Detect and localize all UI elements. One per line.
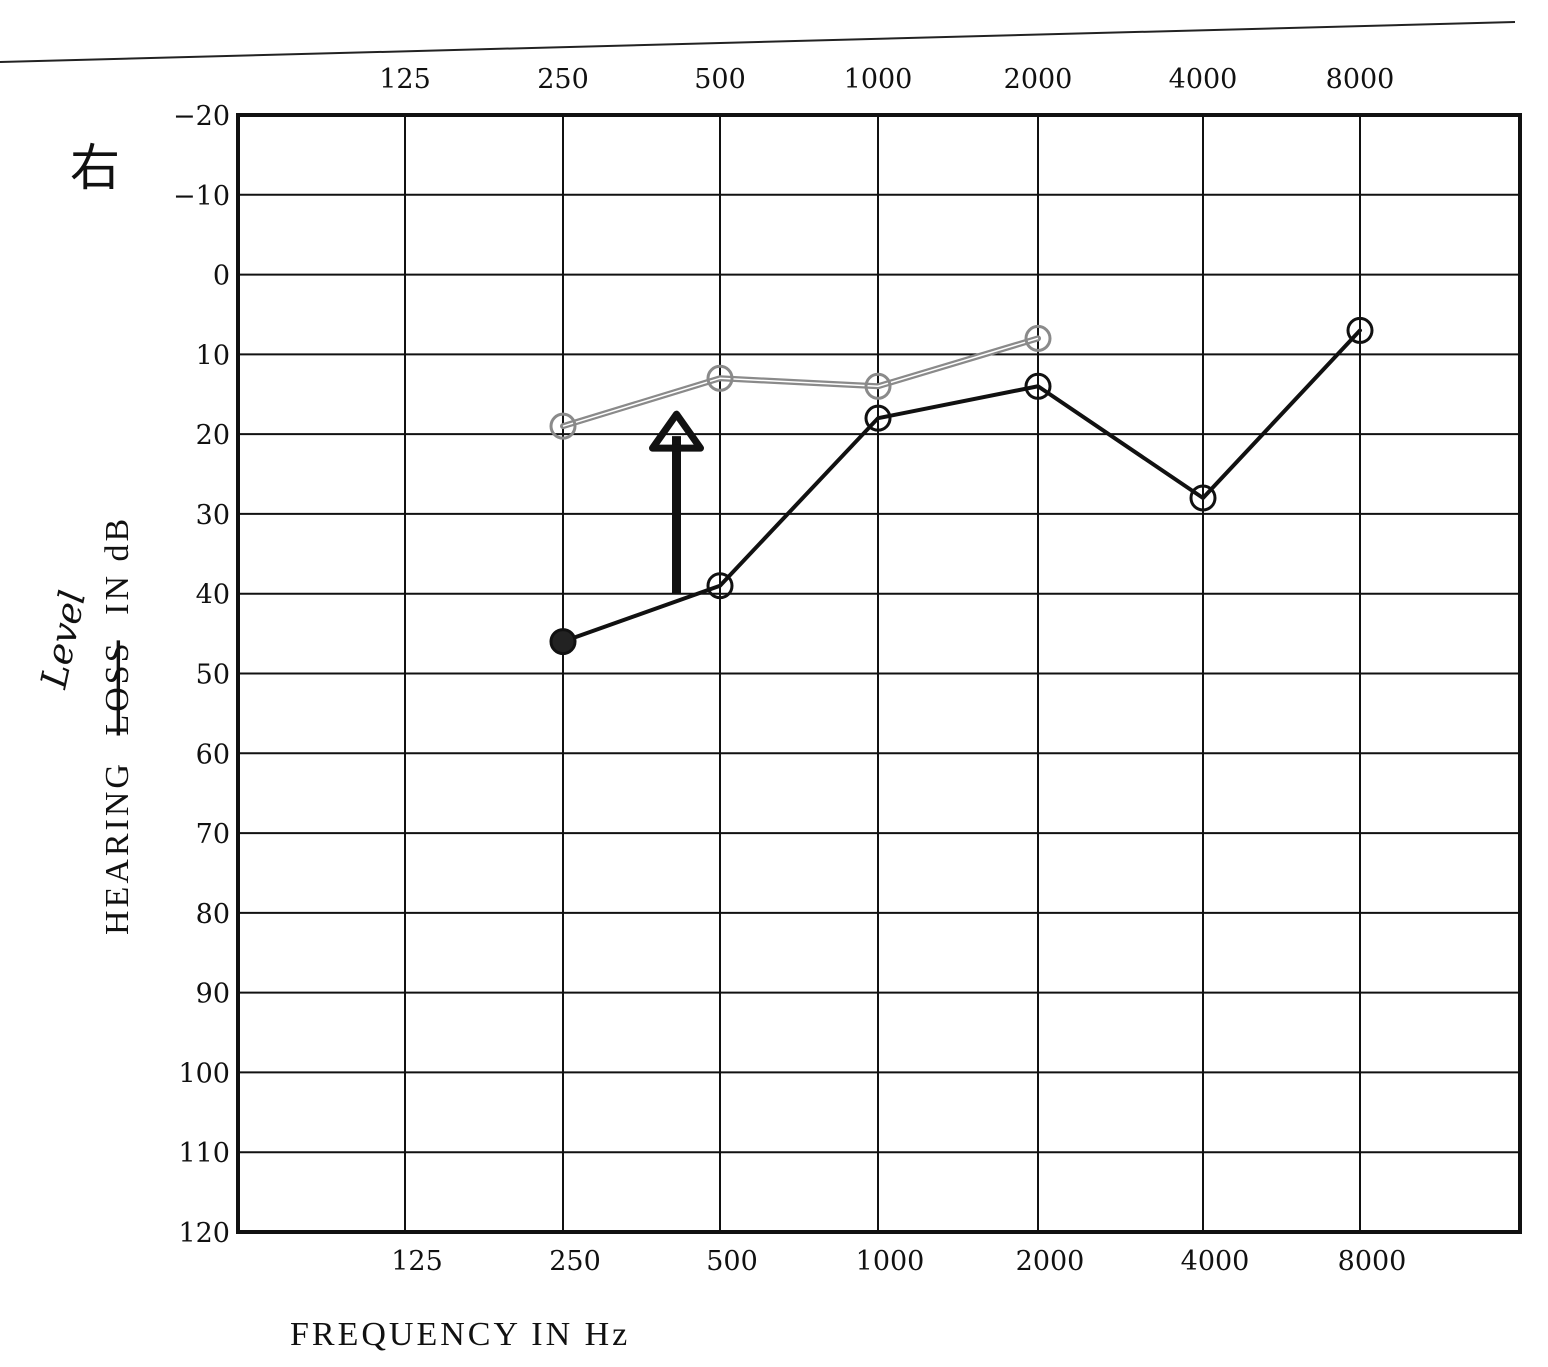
y-axis-title-after: IN dB [99,516,136,615]
series-1-point [549,412,577,440]
x-tick-label-top: 8000 [1326,64,1395,95]
series-line-2 [561,328,1362,644]
y-tick-label: 80 [196,899,230,930]
series-line-1-inner [562,337,1039,427]
x-tick-label-bottom: 4000 [1181,1246,1250,1277]
arrow-head [649,410,704,452]
series-group [549,316,1374,656]
series-2-point [1346,316,1374,344]
x-tick-label-bottom: 2000 [1016,1246,1085,1277]
x-tick-labels-top: 125 250 500 1000 2000 4000 8000 [379,64,1394,95]
series-2-point [706,572,734,600]
series-2-point [1024,372,1052,400]
series-1-point [706,364,734,392]
y-tick-label: 20 [196,420,230,451]
x-tick-label-top: 250 [537,64,589,95]
corner-mark: 右 [70,139,120,197]
y-tick-label: 110 [178,1138,230,1169]
y-tick-label: 40 [196,580,230,611]
y-tick-label: 50 [196,660,230,691]
annotation-group [649,410,704,594]
y-axis-title-before: HEARING [99,761,136,935]
x-tick-label-bottom: 8000 [1338,1246,1407,1277]
series-1-point [1024,324,1052,352]
x-tick-label-top: 125 [379,64,431,95]
y-tick-label: 120 [178,1218,230,1249]
chart-grid [236,113,1522,1234]
x-tick-label-top: 1000 [844,64,913,95]
x-tick-label-bottom: 500 [706,1246,758,1277]
x-tick-labels-bottom: 125 250 500 1000 2000 4000 8000 [391,1246,1406,1277]
y-tick-label: 100 [178,1058,230,1089]
y-tick-label: 90 [196,979,230,1010]
y-axis-title-struck: LOSS [99,640,136,735]
y-axis-title: HEARING LOSS IN dB [99,516,136,935]
x-tick-label-top: 4000 [1169,64,1238,95]
handwritten-level-label: Level [33,587,94,693]
x-tick-label-top: 500 [694,64,746,95]
x-tick-label-top: 2000 [1004,64,1073,95]
paper-edge [0,21,1516,63]
series-2-point [864,404,892,432]
y-tick-label: 70 [196,819,230,850]
series-1-point [864,372,892,400]
y-tick-label: 60 [196,739,230,770]
svg-text:HEARING LOSS IN dB: HEARING LOSS IN dB [99,516,136,935]
y-tick-label: 0 [213,261,230,292]
y-tick-label: −20 [173,101,230,132]
y-tick-label: −10 [173,181,230,212]
x-tick-label-bottom: 1000 [856,1246,925,1277]
x-tick-label-bottom: 250 [549,1246,601,1277]
y-tick-labels: −20 −10 0 10 20 30 40 50 60 70 80 90 100 110 120 [173,101,230,1249]
series-2-point [549,628,577,656]
y-tick-label: 10 [196,340,230,371]
y-tick-label: 30 [196,500,230,531]
x-tick-label-bottom: 125 [391,1246,443,1277]
x-axis-title: FREQUENCY IN Hz [290,1316,630,1353]
series-2-point [1189,484,1217,512]
